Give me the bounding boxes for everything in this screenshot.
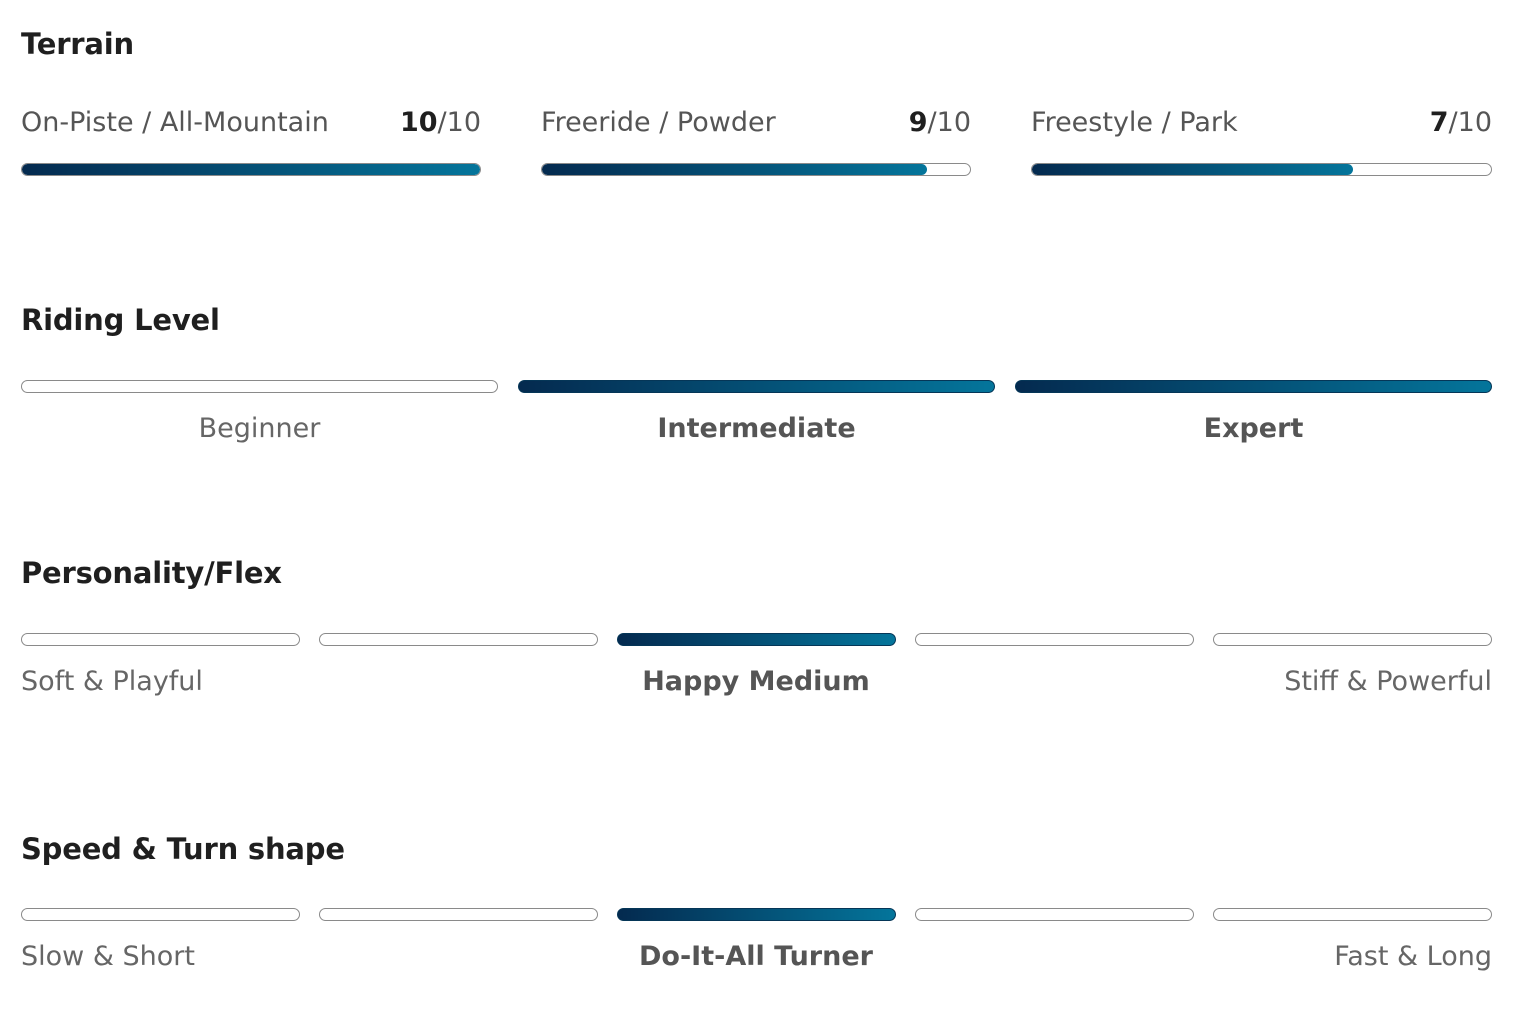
- speed-segments: [21, 908, 1492, 921]
- speed-section: Speed & Turn shape Slow & Short Do-It-Al…: [21, 832, 1492, 982]
- terrain-bar-fill: [1032, 164, 1354, 175]
- riding-level-label-expert: Expert: [1203, 413, 1304, 444]
- terrain-label: Freestyle / Park: [1031, 107, 1238, 138]
- riding-level-segment-beginner: [21, 380, 498, 393]
- personality-segment: [915, 633, 1194, 646]
- terrain-bar: [1031, 163, 1492, 176]
- speed-right-label: Fast & Long: [1334, 941, 1492, 972]
- terrain-bar-fill: [22, 164, 480, 175]
- personality-segment: [319, 633, 598, 646]
- terrain-bar-fill: [542, 164, 928, 175]
- personality-segment: [617, 633, 896, 646]
- riding-level-label-intermediate: Intermediate: [657, 413, 856, 444]
- terrain-bar: [21, 163, 481, 176]
- personality-right-label: Stiff & Powerful: [1284, 666, 1492, 697]
- speed-center-label: Do-It-All Turner: [639, 941, 873, 972]
- terrain-bar: [541, 163, 971, 176]
- riding-level-label-beginner: Beginner: [198, 413, 321, 444]
- score-max: /10: [927, 107, 971, 138]
- speed-segment: [21, 908, 300, 921]
- speed-segment: [319, 908, 598, 921]
- terrain-score: 7/10: [1430, 105, 1492, 141]
- riding-level-segment-expert: [1015, 380, 1492, 393]
- terrain-ratings: On-Piste / All-Mountain 10/10 Freeride /…: [21, 105, 1492, 185]
- personality-heading: Personality/Flex: [21, 556, 282, 590]
- personality-segment: [1213, 633, 1492, 646]
- personality-left-label: Soft & Playful: [21, 666, 203, 697]
- score-max: /10: [437, 107, 481, 138]
- speed-heading: Speed & Turn shape: [21, 832, 345, 866]
- riding-level-segment-intermediate: [518, 380, 995, 393]
- personality-segments: [21, 633, 1492, 646]
- terrain-label: Freeride / Powder: [541, 107, 776, 138]
- score-value: 7: [1429, 107, 1449, 138]
- personality-segment: [21, 633, 300, 646]
- speed-segment: [915, 908, 1194, 921]
- score-value: 9: [908, 107, 928, 138]
- terrain-score: 10/10: [400, 105, 481, 141]
- terrain-section: Terrain On-Piste / All-Mountain 10/10 Fr…: [21, 27, 1492, 187]
- terrain-score: 9/10: [909, 105, 971, 141]
- speed-segment: [617, 908, 896, 921]
- riding-level-heading: Riding Level: [21, 303, 220, 337]
- terrain-label: On-Piste / All-Mountain: [21, 107, 329, 138]
- speed-segment: [1213, 908, 1492, 921]
- speed-left-label: Slow & Short: [21, 941, 195, 972]
- riding-level-section: Riding Level Beginner Intermediate Exper…: [21, 303, 1492, 453]
- personality-section: Personality/Flex Soft & Playful Happy Me…: [21, 556, 1492, 706]
- score-max: /10: [1448, 107, 1492, 138]
- terrain-heading: Terrain: [21, 27, 134, 61]
- riding-level-segments: [21, 380, 1492, 393]
- score-value: 10: [399, 107, 438, 138]
- personality-center-label: Happy Medium: [642, 666, 870, 697]
